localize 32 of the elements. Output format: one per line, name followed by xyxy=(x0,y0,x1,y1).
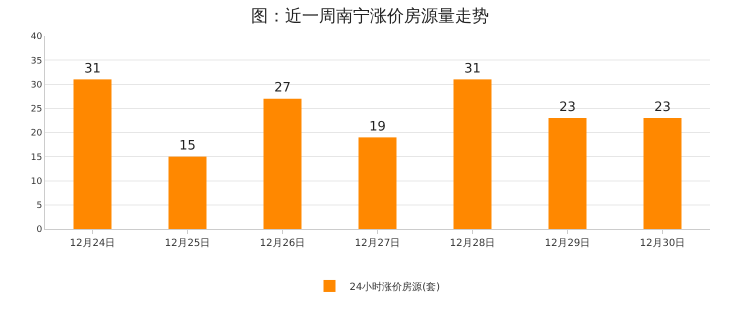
bar xyxy=(358,137,396,229)
data-label: 19 xyxy=(369,119,386,134)
y-tick-label: 40 xyxy=(30,32,42,42)
y-tick-label: 30 xyxy=(30,80,42,90)
x-tick-label: 12月28日 xyxy=(450,238,496,249)
legend-label: 24小时涨价房源(套) xyxy=(350,280,440,293)
y-tick-label: 10 xyxy=(30,176,42,187)
y-tick-label: 5 xyxy=(36,201,42,212)
x-tick-label: 12月30日 xyxy=(640,238,686,249)
y-tick-label: 35 xyxy=(30,56,42,66)
x-tick-label: 12月27日 xyxy=(354,238,400,249)
data-label: 27 xyxy=(274,80,291,96)
y-tick-label: 25 xyxy=(30,104,42,115)
data-label: 23 xyxy=(654,100,671,116)
x-tick-label: 12月24日 xyxy=(70,238,116,249)
bar xyxy=(644,118,682,229)
y-tick-label: 15 xyxy=(30,152,42,163)
data-label: 15 xyxy=(179,138,196,154)
bar xyxy=(264,98,302,229)
bar xyxy=(168,156,206,229)
chart-title: 图：近一周南宁涨价房源量走势 xyxy=(251,6,489,26)
x-tick-label: 12月29日 xyxy=(544,238,590,249)
y-tick-label: 20 xyxy=(30,128,42,139)
bar xyxy=(548,118,586,229)
bar xyxy=(74,79,112,229)
data-label: 31 xyxy=(464,61,481,76)
bar xyxy=(454,79,492,229)
x-tick-label: 12月26日 xyxy=(260,238,306,249)
y-tick-label: 0 xyxy=(36,225,42,236)
x-tick-label: 12月25日 xyxy=(164,238,210,249)
data-label: 31 xyxy=(84,61,101,76)
data-label: 23 xyxy=(559,100,576,116)
